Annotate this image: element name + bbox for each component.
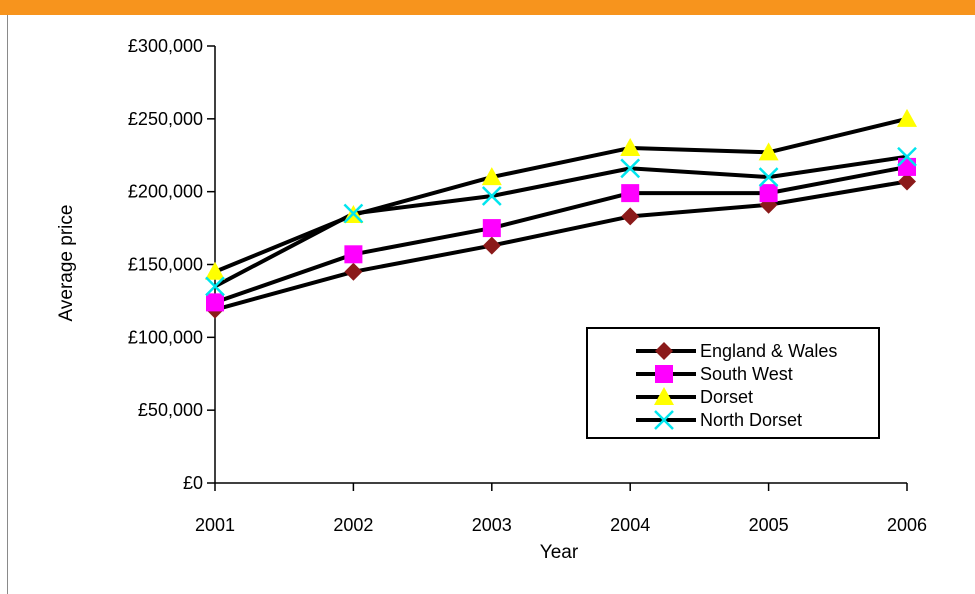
x-tick-label: 2001 bbox=[195, 515, 235, 535]
series-markers bbox=[205, 108, 917, 319]
series-lines bbox=[214, 116, 908, 312]
series-marker-3 bbox=[481, 186, 502, 206]
y-tick-label: £300,000 bbox=[128, 36, 203, 56]
series-line-1 bbox=[214, 164, 908, 305]
left-border-line bbox=[7, 15, 8, 594]
series-marker-3 bbox=[620, 158, 641, 179]
x-marker-stroke bbox=[897, 146, 917, 167]
legend-marker-0 bbox=[655, 342, 673, 360]
series-marker-2 bbox=[620, 137, 641, 156]
legend: England & Wales South West Dorset North Dor… bbox=[586, 327, 880, 439]
series-marker-1 bbox=[206, 293, 224, 312]
x-axis-title: Year bbox=[540, 542, 579, 563]
x-marker-stroke bbox=[620, 158, 641, 179]
series-marker-2 bbox=[758, 142, 779, 161]
series-line-3 bbox=[214, 154, 908, 289]
y-tick-labels: £0 £50,000 £100,000 £150,000 £200,000 £250,00… bbox=[128, 36, 203, 493]
legend-label-1: South West bbox=[700, 364, 793, 384]
series-marker-0 bbox=[621, 207, 640, 226]
series-marker-3 bbox=[343, 203, 364, 224]
x-marker-stroke bbox=[343, 203, 364, 224]
x-tick-label: 2002 bbox=[333, 515, 373, 535]
series-marker-1 bbox=[621, 184, 640, 203]
series-marker-0 bbox=[344, 262, 363, 281]
y-tick-label: £100,000 bbox=[128, 327, 203, 347]
y-axis-title: Average price bbox=[56, 205, 77, 322]
x-tick-label: 2006 bbox=[887, 515, 927, 535]
series-marker-2 bbox=[205, 261, 225, 280]
series-marker-2 bbox=[481, 167, 502, 186]
series-marker-1 bbox=[898, 157, 916, 176]
x-tick-label: 2003 bbox=[472, 515, 512, 535]
top-accent-bar bbox=[0, 0, 975, 15]
x-marker-stroke bbox=[481, 186, 502, 206]
series-marker-0 bbox=[482, 236, 501, 255]
y-tick-label: £200,000 bbox=[128, 182, 203, 202]
series-line-2 bbox=[214, 116, 908, 274]
legend-box bbox=[586, 327, 880, 439]
legend-marker-2 bbox=[654, 387, 674, 405]
y-tick-label: £150,000 bbox=[128, 255, 203, 275]
y-tick-label: £250,000 bbox=[128, 109, 203, 129]
series-line-0 bbox=[214, 179, 908, 312]
legend-marker-1 bbox=[655, 365, 673, 383]
x-marker-stroke bbox=[654, 410, 674, 430]
series-marker-1 bbox=[482, 219, 501, 238]
series-marker-0 bbox=[898, 172, 916, 191]
y-tick-label: £0 bbox=[183, 473, 203, 493]
series-marker-1 bbox=[759, 184, 778, 203]
series-marker-1 bbox=[344, 245, 363, 264]
y-tick-label: £50,000 bbox=[138, 400, 203, 420]
series-marker-3 bbox=[897, 146, 917, 167]
x-tick-label: 2005 bbox=[749, 515, 789, 535]
x-marker-stroke bbox=[758, 167, 779, 187]
x-tick-labels: 2001 2002 2003 2004 2005 2006 bbox=[195, 515, 927, 535]
legend-label-2: Dorset bbox=[700, 387, 753, 407]
series-marker-2 bbox=[897, 108, 917, 127]
x-marker-stroke bbox=[205, 276, 225, 297]
x-tick-label: 2004 bbox=[610, 515, 650, 535]
legend-marker-3 bbox=[654, 410, 674, 430]
series-marker-3 bbox=[758, 167, 779, 187]
series-marker-3 bbox=[205, 276, 225, 297]
legend-label-3: North Dorset bbox=[700, 410, 802, 430]
legend-label-0: England & Wales bbox=[700, 341, 837, 361]
